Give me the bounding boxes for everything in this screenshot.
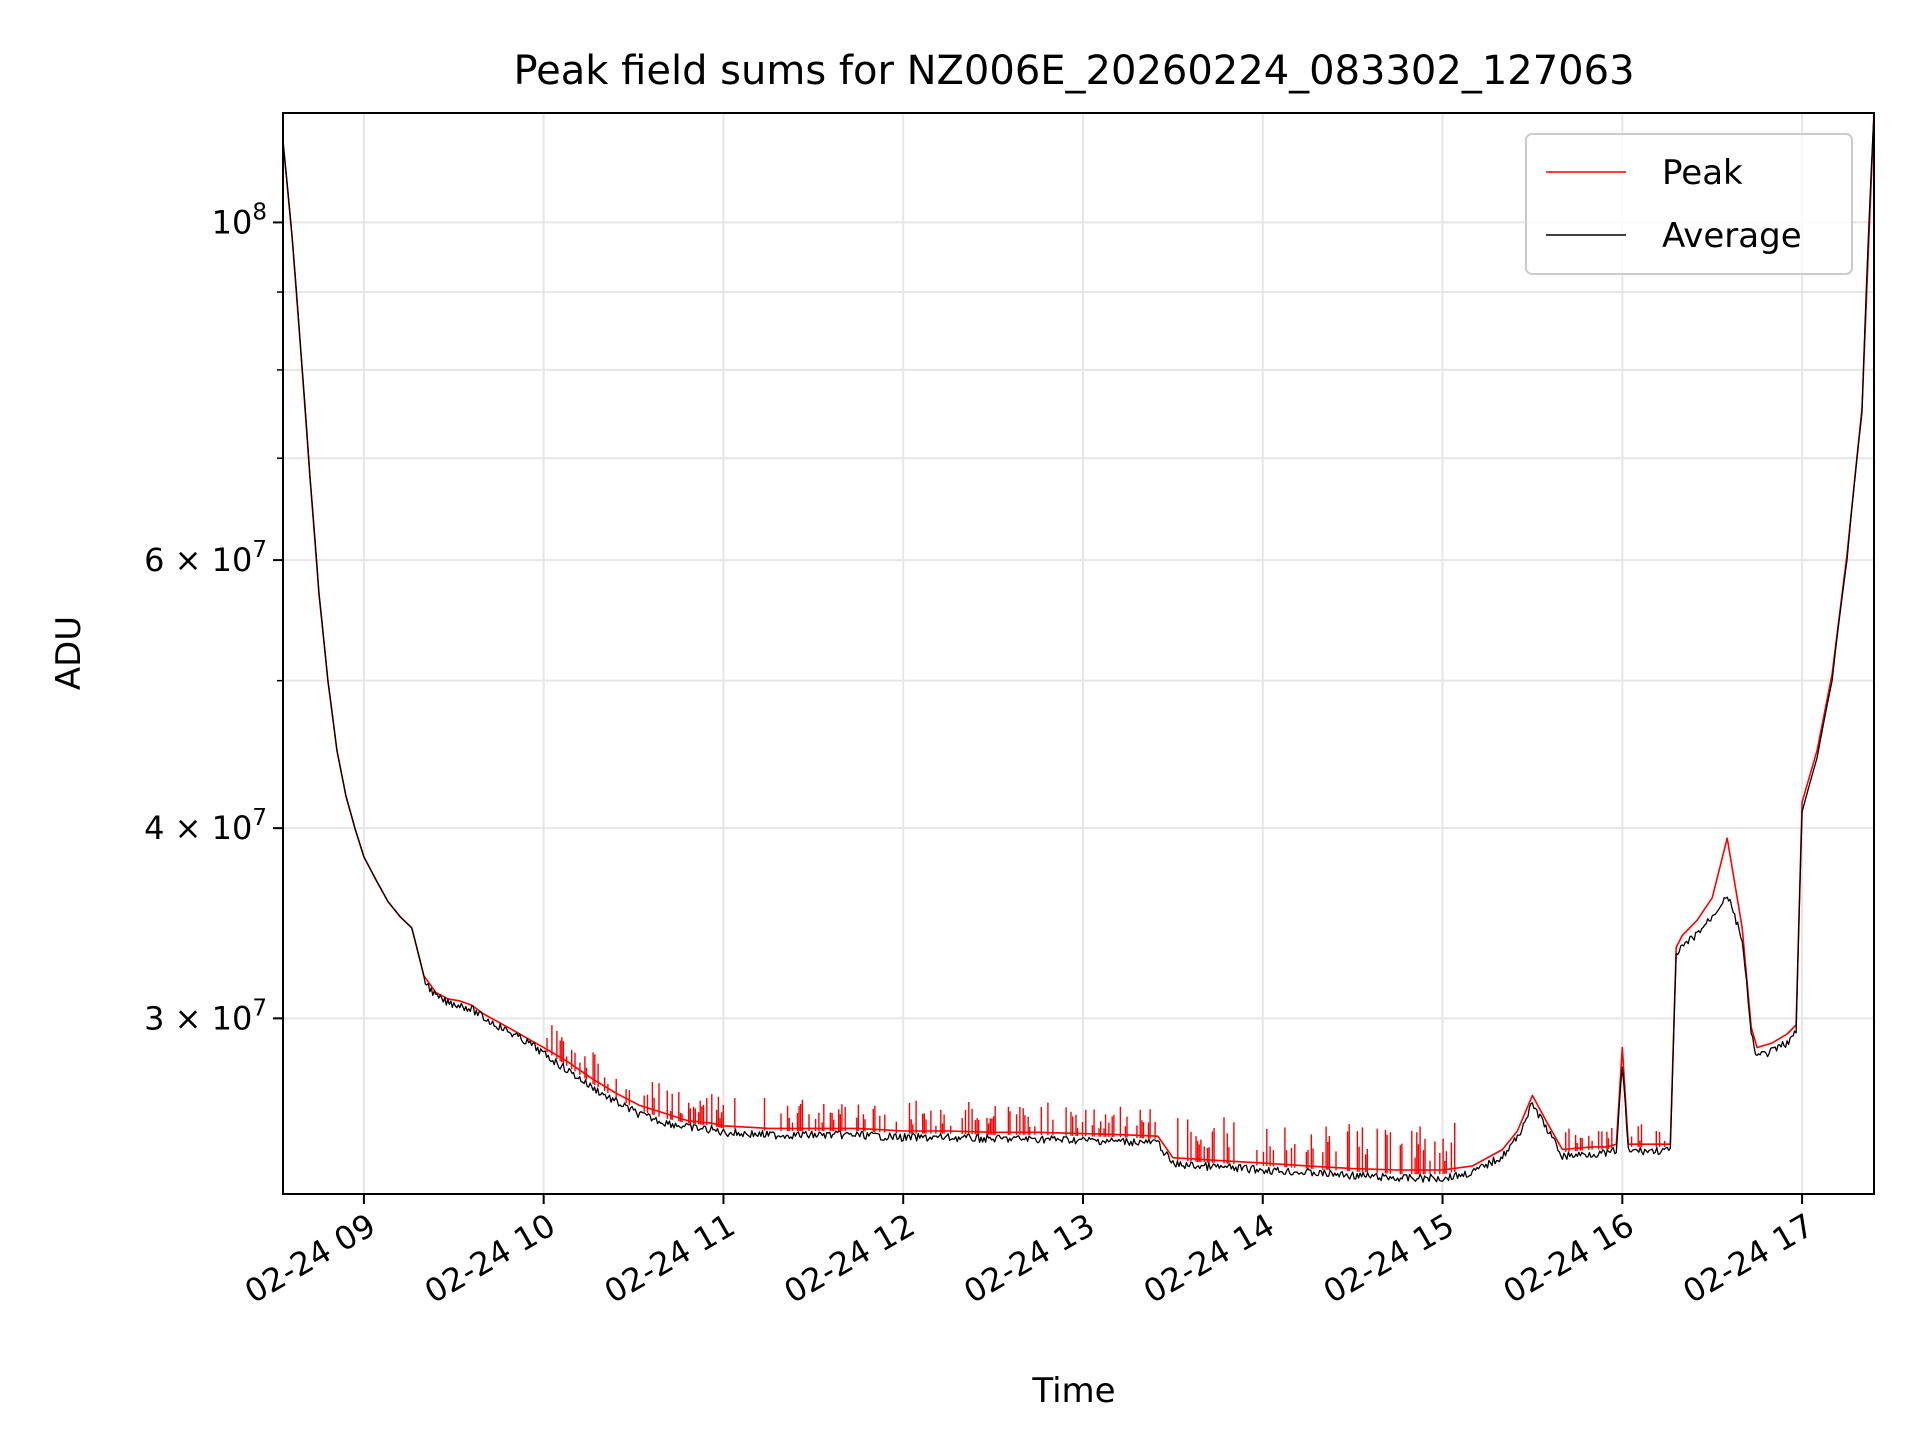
y-tick-label: 4 × 107 bbox=[144, 805, 267, 847]
y-tick-label: 3 × 107 bbox=[144, 995, 267, 1037]
series-peak-spikes bbox=[546, 1025, 1666, 1175]
series-line-average bbox=[282, 112, 1875, 1183]
plot-frame bbox=[282, 112, 1875, 1195]
x-tick-label: 02-24 14 bbox=[1137, 1206, 1281, 1311]
y-tick-label: 108 bbox=[212, 199, 267, 241]
x-tick-label: 02-24 16 bbox=[1497, 1206, 1641, 1311]
x-tick-label: 02-24 11 bbox=[598, 1206, 742, 1311]
chart-title: Peak field sums for NZ006E_20260224_0833… bbox=[513, 48, 1634, 94]
x-tick-label: 02-24 10 bbox=[418, 1206, 562, 1311]
x-tick-label: 02-24 12 bbox=[778, 1206, 922, 1311]
series-group bbox=[282, 112, 1875, 1183]
x-tick-label: 02-24 09 bbox=[238, 1206, 382, 1311]
legend: Peak Average bbox=[1525, 133, 1853, 275]
x-tick-label: 02-24 13 bbox=[957, 1206, 1101, 1311]
legend-box bbox=[1525, 133, 1853, 275]
x-tick-label: 02-24 15 bbox=[1317, 1206, 1461, 1311]
x-axis-label: Time bbox=[1031, 1371, 1115, 1411]
y-axis-label: ADU bbox=[49, 616, 89, 690]
y-axis: 108 6 × 107 4 × 107 3 × 107 bbox=[144, 199, 283, 1037]
legend-label-average: Average bbox=[1662, 216, 1802, 256]
y-tick-label: 6 × 107 bbox=[144, 537, 267, 579]
gridlines bbox=[283, 113, 1874, 1194]
x-tick-label: 02-24 17 bbox=[1676, 1206, 1820, 1311]
x-axis: 02-24 09 02-24 10 02-24 11 02-24 12 02-24 13… bbox=[238, 1194, 1820, 1311]
legend-label-peak: Peak bbox=[1662, 153, 1743, 193]
